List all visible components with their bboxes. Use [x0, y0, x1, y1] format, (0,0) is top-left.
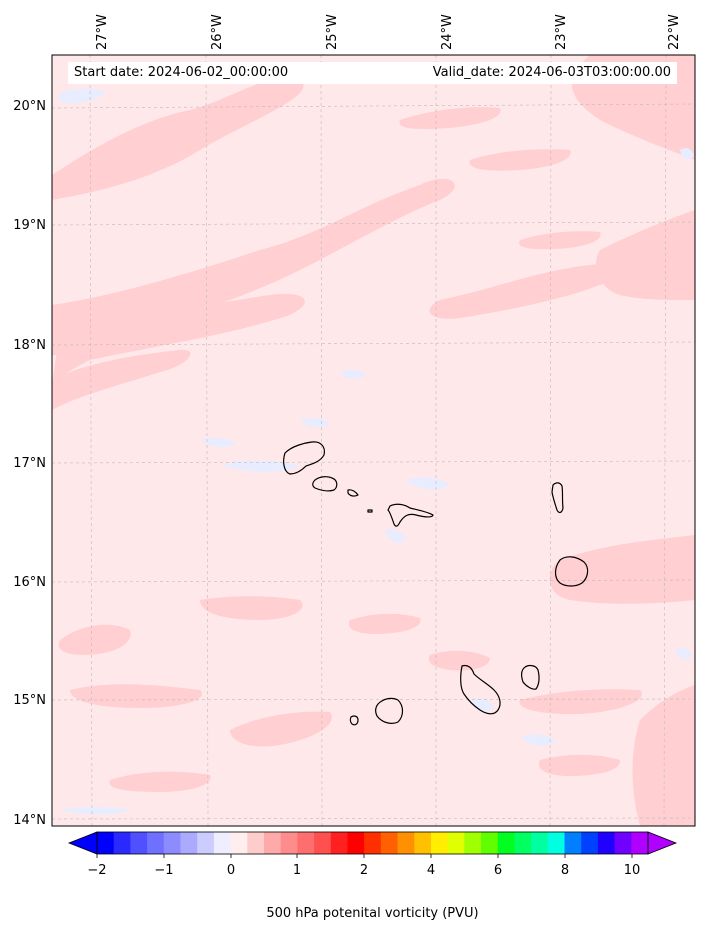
latitude-labels: 20°N 19°N 18°N 17°N 16°N 15°N 14°N	[13, 99, 46, 828]
valid-date-label: Valid_date: 2024-06-03T03:00:00.00	[432, 65, 671, 80]
lon-label: 27°W	[95, 14, 110, 50]
header-box	[68, 62, 677, 84]
map-gridlines	[52, 55, 695, 826]
colorbar-swatch	[564, 832, 582, 854]
colorbar-tick-label: 6	[494, 863, 502, 878]
island-fogo	[375, 697, 404, 724]
colorbar-swatch	[414, 832, 432, 854]
longitude-labels: 27°W 26°W 25°W 24°W 23°W 22°W	[95, 14, 682, 50]
colorbar-swatch	[547, 832, 566, 854]
island-santo-antao	[283, 441, 325, 475]
start-date-label: Start date: 2024-06-02_00:00:00	[74, 65, 289, 80]
lat-label: 16°N	[13, 575, 46, 590]
colorbar-swatch	[330, 832, 348, 854]
colorbar-swatch	[163, 832, 181, 854]
lon-label: 22°W	[667, 14, 682, 50]
colorbar-arrow-left	[67, 831, 98, 855]
colorbar-swatch	[380, 832, 399, 854]
lat-label: 15°N	[13, 693, 46, 708]
pv-negative-patches	[58, 88, 694, 815]
map-frame	[51, 54, 696, 827]
island-sal	[551, 482, 564, 514]
island-brava	[349, 715, 359, 726]
colorbar-swatch	[631, 832, 649, 854]
colorbar-tick-labels: −2 −1 0 1 2 4 6 8 10	[87, 863, 640, 878]
colorbar-swatch	[481, 832, 499, 854]
colorbar-swatch	[430, 832, 449, 854]
lat-label: 20°N	[13, 99, 46, 114]
colorbar-swatch	[347, 832, 365, 854]
colorbar-swatch	[97, 832, 115, 854]
colorbar-tick-label: −1	[154, 863, 173, 878]
colorbar-swatch	[531, 832, 549, 854]
colorbar-swatch	[364, 832, 382, 854]
colorbar-swatch	[280, 832, 298, 854]
colorbar-swatch	[297, 832, 315, 854]
colorbar-tick-label: 0	[227, 863, 235, 878]
island-sao-vicente	[312, 476, 338, 492]
colorbar-ticks	[96, 854, 633, 858]
colorbar-tick-label: 10	[624, 863, 641, 878]
pv-positive-bands	[52, 55, 695, 826]
island-sao-nicolau	[387, 503, 434, 527]
map-panel	[52, 55, 695, 826]
colorbar-tick-label: 2	[360, 863, 368, 878]
colorbar-swatch	[197, 832, 215, 854]
colorbar-swatch	[314, 832, 332, 854]
lat-label: 19°N	[13, 218, 46, 233]
colorbar-swatch	[247, 832, 265, 854]
colorbar-tick-label: −2	[87, 863, 106, 878]
colorbar-swatch	[263, 832, 282, 854]
lat-label: 18°N	[13, 338, 46, 353]
island-santiago	[460, 664, 501, 715]
colorbar-tick-label: 1	[293, 863, 301, 878]
colorbar-tick-label: 4	[427, 863, 435, 878]
colorbar-swatch	[597, 832, 616, 854]
colorbar: −2 −1 0 1 2 4 6 8 10	[67, 831, 678, 878]
colorbar-tick-label: 8	[561, 863, 569, 878]
colorbar-swatch	[147, 832, 165, 854]
colorbar-swatch	[581, 832, 599, 854]
island-branco	[367, 509, 373, 513]
lon-label: 25°W	[325, 14, 340, 50]
colorbar-swatch	[230, 832, 248, 854]
colorbar-swatches	[97, 832, 649, 854]
lat-label: 17°N	[13, 456, 46, 471]
lon-label: 24°W	[440, 14, 455, 50]
colorbar-swatch	[514, 832, 532, 854]
coastlines	[283, 441, 589, 726]
colorbar-arrow-right	[647, 831, 678, 855]
island-santa-luzia	[347, 489, 359, 497]
colorbar-swatch	[130, 832, 148, 854]
colorbar-swatch	[213, 832, 232, 854]
colorbar-swatch	[113, 832, 131, 854]
colorbar-swatch	[497, 832, 515, 854]
lon-label: 23°W	[554, 14, 569, 50]
colorbar-swatch	[397, 832, 415, 854]
colorbar-swatch	[447, 832, 465, 854]
colorbar-swatch	[464, 832, 482, 854]
colorbar-swatch	[180, 832, 198, 854]
lon-label: 26°W	[210, 14, 225, 50]
colorbar-frame	[96, 831, 649, 855]
colorbar-label: 500 hPa potenital vorticity (PVU)	[266, 906, 479, 921]
island-maio	[521, 664, 540, 690]
lat-label: 14°N	[13, 813, 46, 828]
colorbar-swatch	[614, 832, 632, 854]
island-boa-vista	[554, 556, 589, 587]
